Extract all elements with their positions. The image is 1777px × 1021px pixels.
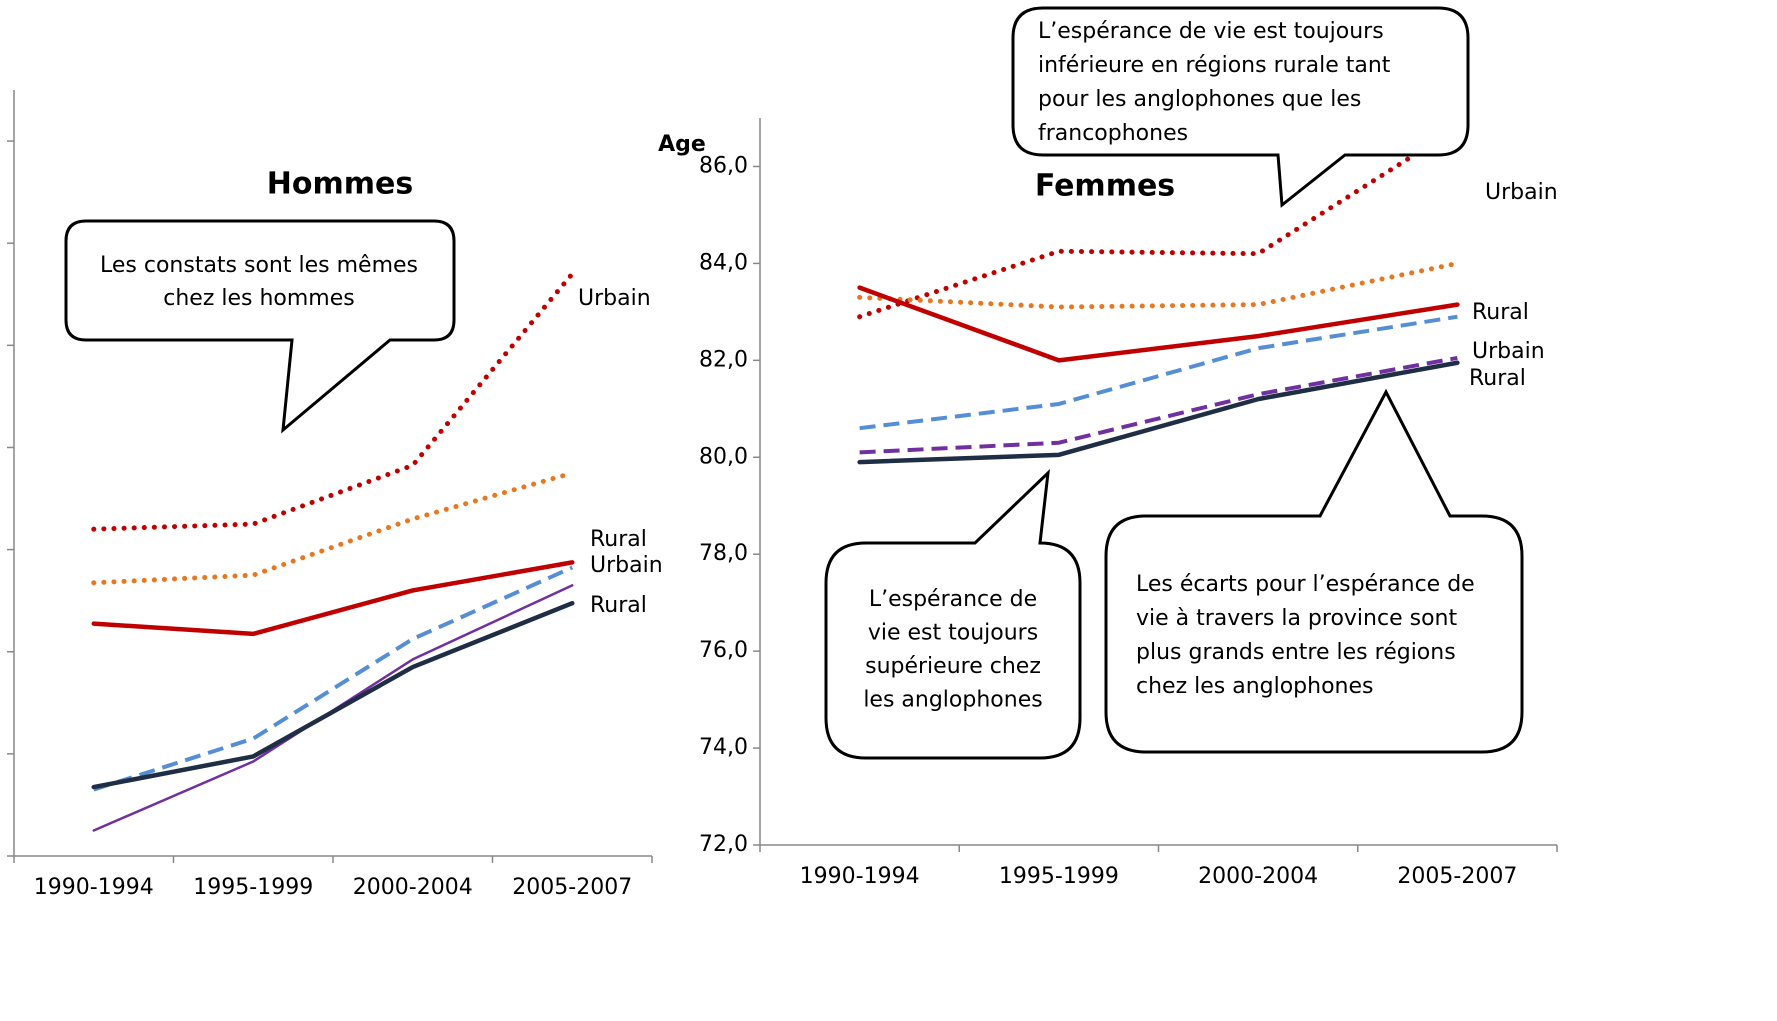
x-tick-label: 1995-1999 (999, 864, 1119, 889)
callout-text: Les écarts pour l’espérance de (1136, 572, 1475, 597)
y-tick-label: 80,0 (699, 444, 748, 469)
series-line (859, 355, 1458, 455)
callout-text: les anglophones (863, 688, 1042, 713)
x-tick-label: 1990-1994 (34, 875, 154, 900)
callout-text: vie à travers la province sont (1136, 606, 1457, 631)
x-tick-label: 2000-2004 (1198, 864, 1318, 889)
series-annotation: Rural (590, 527, 647, 552)
chart-title: Hommes (267, 167, 413, 202)
series-annotation: Urbain (1472, 339, 1545, 364)
x-tick-label: 1990-1994 (800, 864, 920, 889)
x-tick-label: 2005-2007 (512, 875, 632, 900)
callout-text: chez les hommes (163, 286, 354, 311)
x-tick-label: 1995-1999 (193, 875, 313, 900)
callout-text: pour les anglophones que les (1038, 87, 1361, 112)
y-tick-label: 86,0 (699, 153, 748, 178)
x-tick-label: 2005-2007 (1397, 864, 1517, 889)
callout-text: plus grands entre les régions (1136, 640, 1456, 665)
series-annotation: Urbain (1485, 180, 1558, 205)
y-tick-label: 72,0 (699, 832, 748, 857)
series-line (91, 271, 575, 532)
series-line (93, 565, 574, 792)
series-line (92, 584, 574, 832)
callout-text: vie est toujours (868, 621, 1038, 646)
series-annotation: Rural (1469, 366, 1526, 391)
y-tick-label: 78,0 (699, 541, 748, 566)
chart-title: Femmes (1035, 169, 1175, 204)
y-tick-label: 84,0 (699, 250, 748, 275)
callout-box (824, 469, 1082, 760)
callout-box (1011, 6, 1470, 208)
series-line (859, 314, 1458, 431)
series-line (857, 125, 1460, 320)
chart: 72,0 74,0 76,0 78,0 80,0 82,0 84,0 86,0 1990-199… (658, 6, 1558, 889)
series-line (91, 600, 575, 790)
y-tick-label: 82,0 (699, 347, 748, 372)
callout-text: chez les anglophones (1136, 674, 1374, 699)
y-axis-label: Age (658, 132, 706, 157)
series-annotation: Urbain (590, 553, 663, 578)
callout-text: francophones (1038, 121, 1188, 146)
chart: 1990-1994 1995-1999 2000-2004 2005-2007 Homm… (7, 90, 663, 900)
series-annotation: Rural (1472, 300, 1529, 325)
callout-text: L’espérance de vie est toujours (1038, 19, 1384, 44)
series-annotation: Rural (590, 593, 647, 618)
callout-text: supérieure chez (865, 654, 1041, 679)
y-tick-label: 76,0 (699, 638, 748, 663)
callout-text: Les constats sont les mêmes (100, 253, 418, 278)
y-tick-label: 74,0 (699, 735, 748, 760)
series-line (857, 360, 1460, 465)
callout-text: inférieure en régions rurale tant (1038, 53, 1391, 78)
series-line (91, 470, 575, 586)
x-tick-label: 2000-2004 (353, 875, 473, 900)
series-line (857, 285, 1460, 363)
series-line (91, 560, 575, 637)
series-line (857, 260, 1460, 310)
callout-box (64, 219, 456, 434)
callout-text: L’espérance de (869, 587, 1037, 612)
callout-box (1104, 388, 1524, 754)
series-annotation: Urbain (578, 286, 651, 311)
